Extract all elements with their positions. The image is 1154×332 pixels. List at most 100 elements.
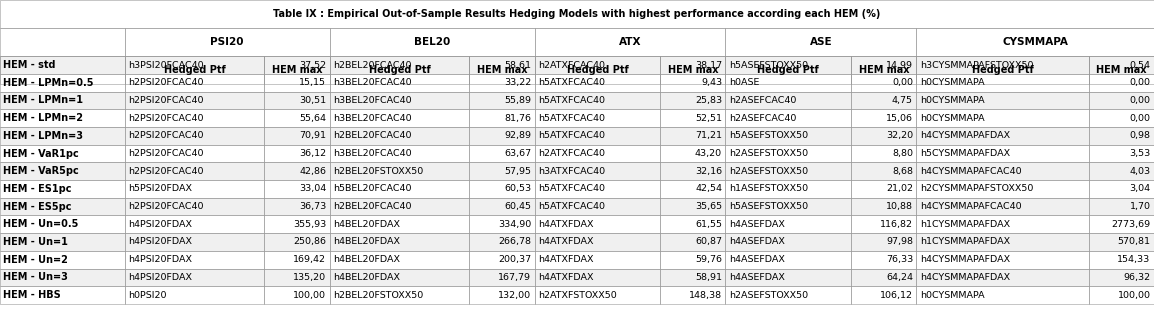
Bar — [330, 180, 470, 198]
Bar — [264, 233, 330, 251]
Bar — [534, 233, 660, 251]
Text: 0,00: 0,00 — [1130, 114, 1151, 123]
Bar — [726, 92, 852, 109]
Bar — [125, 286, 264, 304]
Text: h4BEL20FDAX: h4BEL20FDAX — [334, 237, 400, 246]
Bar — [264, 74, 330, 92]
Text: HEM - HBS: HEM - HBS — [3, 290, 61, 300]
Text: 59,76: 59,76 — [695, 255, 722, 264]
Text: 355,93: 355,93 — [293, 220, 327, 229]
Bar — [330, 198, 470, 215]
Bar — [1088, 109, 1154, 127]
Bar — [470, 251, 534, 269]
Bar — [330, 215, 470, 233]
Text: h2ATXFCAC40: h2ATXFCAC40 — [538, 149, 605, 158]
Text: h5ASEFSTOXX50: h5ASEFSTOXX50 — [729, 60, 808, 70]
Bar — [852, 74, 916, 92]
Bar — [0, 92, 125, 109]
Bar — [916, 286, 1088, 304]
Bar — [125, 233, 264, 251]
Text: 63,67: 63,67 — [504, 149, 531, 158]
Text: h4CYSMMAPAFDAX: h4CYSMMAPAFDAX — [920, 273, 1010, 282]
Bar — [125, 198, 264, 215]
Text: h2PSI20FCAC40: h2PSI20FCAC40 — [128, 167, 203, 176]
Text: 15,15: 15,15 — [299, 78, 327, 87]
Bar — [916, 109, 1088, 127]
Text: h5BEL20FCAC40: h5BEL20FCAC40 — [334, 184, 412, 194]
Text: 81,76: 81,76 — [504, 114, 531, 123]
Bar — [125, 180, 264, 198]
Text: HEM - LPMn=3: HEM - LPMn=3 — [3, 131, 83, 141]
Bar — [726, 180, 852, 198]
Text: h2ASEFSTOXX50: h2ASEFSTOXX50 — [729, 149, 808, 158]
Text: 0,00: 0,00 — [1130, 96, 1151, 105]
Text: 132,00: 132,00 — [497, 290, 531, 299]
Bar — [264, 162, 330, 180]
Bar — [534, 56, 660, 84]
Text: h2PSI20FCAC40: h2PSI20FCAC40 — [128, 78, 203, 87]
Bar — [852, 109, 916, 127]
Bar — [330, 28, 534, 56]
Text: 61,55: 61,55 — [695, 220, 722, 229]
Bar — [470, 286, 534, 304]
Text: HEM - Un=3: HEM - Un=3 — [3, 272, 68, 282]
Text: h4ASEFDAX: h4ASEFDAX — [729, 220, 785, 229]
Text: h0ASE: h0ASE — [729, 78, 759, 87]
Text: h5ATXFCAC40: h5ATXFCAC40 — [538, 96, 605, 105]
Bar — [726, 127, 852, 145]
Text: HEM max: HEM max — [859, 65, 909, 75]
Bar — [0, 233, 125, 251]
Bar — [470, 180, 534, 198]
Text: HEM max: HEM max — [1096, 65, 1147, 75]
Bar — [534, 269, 660, 286]
Bar — [1088, 74, 1154, 92]
Bar — [330, 127, 470, 145]
Text: h4ATXFDAX: h4ATXFDAX — [538, 237, 593, 246]
Bar — [726, 56, 852, 84]
Bar — [470, 74, 534, 92]
Bar — [916, 56, 1088, 74]
Bar — [726, 251, 852, 269]
Text: 8,80: 8,80 — [892, 149, 913, 158]
Bar — [0, 56, 125, 84]
Bar — [660, 127, 726, 145]
Text: h5ATXFCAC40: h5ATXFCAC40 — [538, 202, 605, 211]
Bar — [534, 127, 660, 145]
Bar — [852, 286, 916, 304]
Text: h0CYSMMAPA: h0CYSMMAPA — [920, 114, 984, 123]
Text: 52,51: 52,51 — [695, 114, 722, 123]
Bar — [330, 28, 534, 56]
Bar — [0, 28, 125, 56]
Bar — [0, 162, 125, 180]
Bar — [726, 286, 852, 304]
Bar — [534, 162, 660, 180]
Bar — [660, 145, 726, 162]
Text: h5ATXFCAC40: h5ATXFCAC40 — [538, 184, 605, 194]
Text: 14,99: 14,99 — [886, 60, 913, 70]
Bar — [330, 251, 470, 269]
Bar — [852, 92, 916, 109]
Bar — [264, 251, 330, 269]
Bar — [0, 286, 125, 304]
Text: h0PSI20: h0PSI20 — [128, 290, 166, 299]
Text: 60,53: 60,53 — [504, 184, 531, 194]
Text: 8,68: 8,68 — [892, 167, 913, 176]
Text: 25,83: 25,83 — [695, 96, 722, 105]
Bar — [1088, 286, 1154, 304]
Bar — [660, 56, 726, 74]
Bar — [470, 56, 534, 84]
Bar — [330, 56, 470, 74]
Bar — [852, 198, 916, 215]
Bar — [660, 269, 726, 286]
Text: 58,91: 58,91 — [695, 273, 722, 282]
Bar — [916, 198, 1088, 215]
Bar — [852, 286, 916, 304]
Bar — [534, 286, 660, 304]
Bar — [330, 233, 470, 251]
Text: 60,45: 60,45 — [504, 202, 531, 211]
Text: h3PSI20FCAC40: h3PSI20FCAC40 — [128, 60, 204, 70]
Bar — [916, 56, 1088, 74]
Bar — [330, 286, 470, 304]
Bar — [660, 109, 726, 127]
Bar — [470, 251, 534, 269]
